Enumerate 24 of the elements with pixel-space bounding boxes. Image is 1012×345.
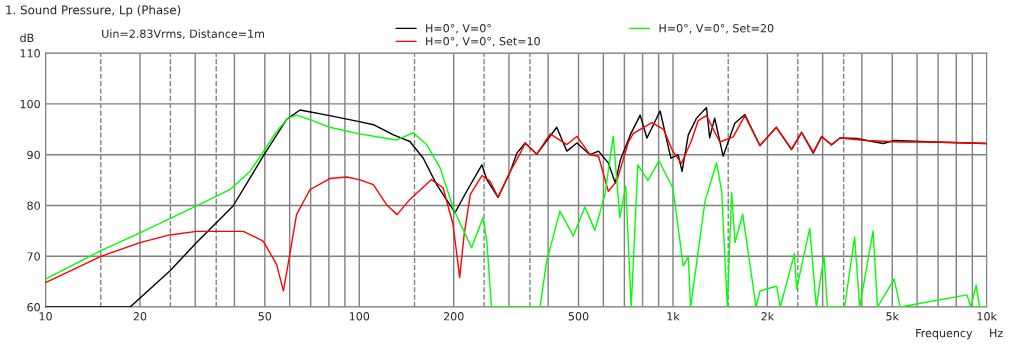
y-tick-label: 70 <box>27 252 40 261</box>
x-tick-label: 5k <box>886 311 899 321</box>
x-tick-label: 50 <box>258 312 272 321</box>
x-tick-label: 10 <box>39 312 52 321</box>
x-tick-label: 2k <box>761 311 775 321</box>
y-tick-label: 90 <box>27 150 40 160</box>
y-axis-title: dB <box>20 33 34 43</box>
x-axis-title: Frequency <box>916 328 973 340</box>
legend-label: H=0°, V=0°, Set=20 <box>659 24 774 34</box>
x-tick-label: 10k <box>977 311 997 321</box>
x-tick-label: 20 <box>133 312 147 321</box>
x-tick-label: 100 <box>349 312 370 321</box>
x-tick-label: 1k <box>667 311 680 321</box>
y-tick-label: 80 <box>27 201 40 210</box>
legend-label: H=0°, V=0°, Set=10 <box>426 37 540 47</box>
y-tick-label: 110 <box>20 49 40 58</box>
chart-subtitle: Uin=2.83Vrms, Distance=1m <box>102 29 265 40</box>
y-tick-label: 100 <box>20 99 40 109</box>
x-tick-label: 500 <box>568 312 589 321</box>
text: Hz <box>990 328 1003 338</box>
y-tick-label: 60 <box>27 303 40 312</box>
x-tick-label: 200 <box>443 312 464 321</box>
legend-label: H=0°, V=0° <box>426 24 491 34</box>
chart-title: 1. Sound Pressure, Lp (Phase) <box>6 5 181 17</box>
